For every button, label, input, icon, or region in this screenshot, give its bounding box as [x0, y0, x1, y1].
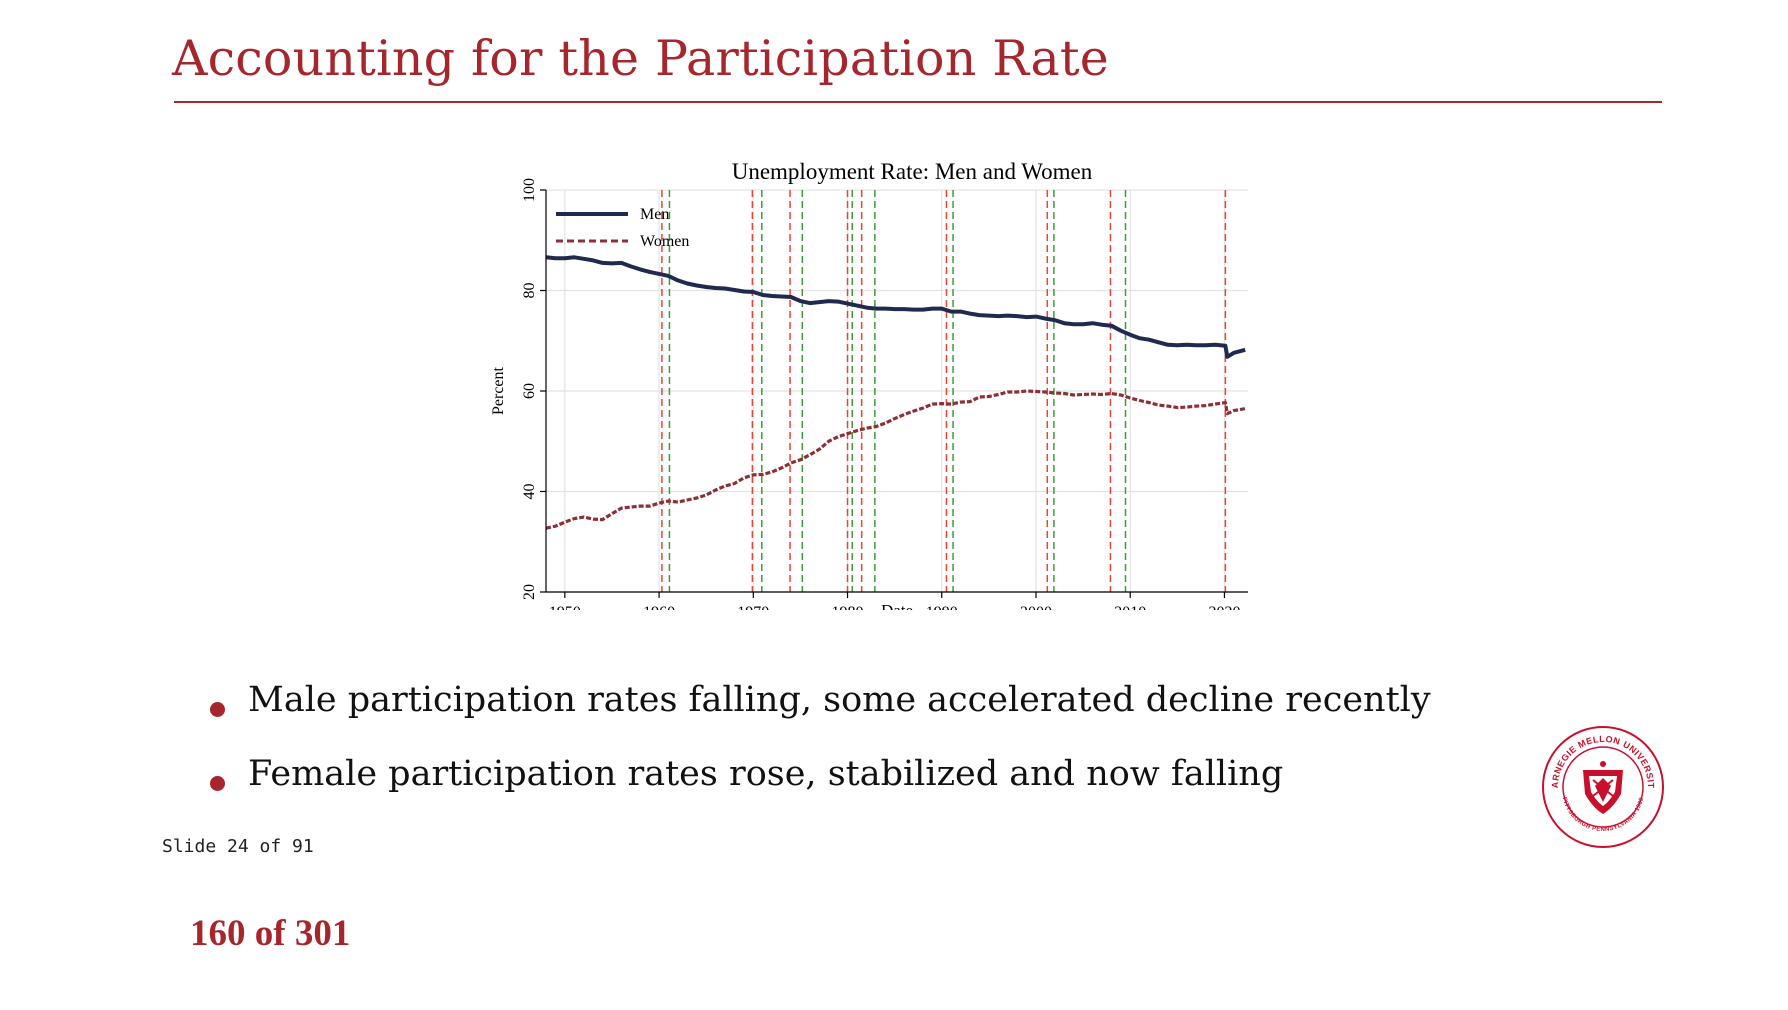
title-divider — [174, 101, 1662, 103]
chart-canvas: 1950196019701980199020002010202020406080… — [490, 159, 1248, 637]
x-tick-label: 1950 — [549, 604, 581, 610]
y-tick-label: 20 — [521, 584, 538, 600]
bullet-dot-icon — [210, 702, 225, 717]
y-tick-label: 60 — [521, 383, 538, 399]
series-line-men — [545, 255, 1246, 359]
x-tick-label: 2000 — [1020, 604, 1052, 610]
bullet-dot-icon — [210, 776, 225, 791]
slide-title: Accounting for the Participation Rate — [172, 30, 1109, 87]
x-axis-label: Date — [881, 601, 913, 610]
university-seal-icon: CARNEGIE MELLON UNIVERSITY PITTSBURGH PE… — [1540, 724, 1664, 848]
x-tick-label: 2020 — [1208, 604, 1240, 610]
bullet-text: Female participation rates rose, stabili… — [248, 754, 1284, 794]
x-tick-label: 2010 — [1114, 604, 1146, 610]
y-tick-label: 80 — [521, 283, 538, 299]
legend-label-women: Women — [640, 233, 689, 250]
series-line-women — [545, 389, 1246, 530]
x-tick-label: 1960 — [643, 604, 675, 610]
chart-title: Unemployment Rate: Men and Women — [732, 159, 1093, 184]
legend-label-men: Men — [640, 206, 669, 223]
y-axis-label: Percent — [490, 366, 507, 415]
page-counter: 160 of 301 — [190, 913, 351, 954]
slide-counter: Slide 24 of 91 — [162, 836, 314, 857]
participation-chart: 1950196019701980199020002010202020406080… — [470, 150, 1310, 637]
y-tick-label: 40 — [521, 484, 538, 500]
x-tick-label: 1980 — [832, 604, 864, 610]
y-tick-label: 100 — [521, 178, 538, 202]
x-tick-label: 1970 — [737, 604, 769, 610]
bullet-text: Male participation rates falling, some a… — [248, 680, 1431, 720]
x-tick-label: 1990 — [926, 604, 958, 610]
